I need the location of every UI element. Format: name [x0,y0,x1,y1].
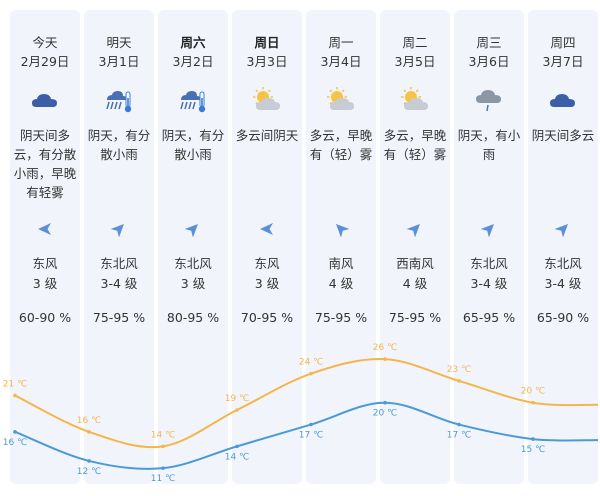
wind-direction: 西南风 [396,256,434,271]
weather-description: 多云间阴天 [235,128,299,143]
day-date: 3月1日 [98,54,140,69]
wind-level: 3-4 级 [470,276,508,291]
light-rain-icon [474,86,504,114]
partly-cloudy-icon [400,86,430,114]
humidity-range: 70-95 % [240,310,294,325]
weather-description: 阴天，有小雨 [457,128,521,162]
day-date: 3月3日 [246,54,288,69]
forecast-day-card: 周三 3月6日阴天，有小雨东北风 3-4 级 65-95 % [454,10,524,484]
day-date: 3月4日 [320,54,362,69]
day-date: 2月29日 [20,54,70,69]
wind-level: 3 级 [254,276,280,291]
wind-direction-arrow-icon [184,221,201,238]
humidity-range: 60-90 % [18,310,72,325]
rain-thermometer-icon [178,86,208,114]
wind-direction: 东北风 [544,256,582,271]
forecast-day-card: 周一 3月4日多云，早晚有（轻）雾南风 4 级 75-95 % [306,10,376,484]
humidity-range: 65-95 % [462,310,516,325]
day-date: 3月2日 [172,54,214,69]
rain-thermometer-icon [104,86,134,114]
weather-description: 阴天，有分散小雨 [87,128,151,162]
forecast-day-card: 周六 3月2日阴天，有分散小雨东北风 3 级 80-95 % [158,10,228,484]
day-date: 3月7日 [542,54,584,69]
wind-level: 3 级 [32,276,58,291]
humidity-range: 75-95 % [92,310,146,325]
day-name: 明天 [106,35,132,50]
wind-level: 4 级 [328,276,354,291]
wind-direction: 东北风 [470,256,508,271]
day-name: 周三 [476,35,502,50]
wind-direction-arrow-icon [333,221,350,238]
cloud-icon [30,86,60,114]
forecast-day-card: 今天 2月29日阴天间多云，有分散小雨，早晚有轻雾东风 3 级 60-90 % [10,10,80,484]
wind-direction: 南风 [328,256,354,271]
wind-direction-arrow-icon [110,221,127,238]
wind-level: 4 级 [402,276,428,291]
weather-description: 多云，早晚有（轻）雾 [383,128,447,162]
wind-direction-arrow-icon [406,221,423,238]
wind-direction: 东北风 [174,256,212,271]
day-name: 周二 [402,35,428,50]
cloud-icon [548,86,578,114]
day-name: 今天 [32,35,58,50]
day-date: 3月5日 [394,54,436,69]
wind-direction-arrow-icon [37,221,53,237]
forecast-day-card: 明天 3月1日阴天，有分散小雨东北风 3-4 级 75-95 % [84,10,154,484]
wind-direction: 东风 [254,256,280,271]
wind-direction-arrow-icon [259,221,275,237]
wind-direction-arrow-icon [554,221,571,238]
day-date: 3月6日 [468,54,510,69]
humidity-range: 75-95 % [314,310,368,325]
wind-direction-arrow-icon [480,221,497,238]
forecast-day-card: 周日 3月3日多云间阴天东风 3 级 70-95 % [232,10,302,484]
wind-direction: 东北风 [100,256,138,271]
humidity-range: 80-95 % [166,310,220,325]
partly-cloudy-icon [326,86,356,114]
weather-description: 多云，早晚有（轻）雾 [309,128,373,162]
wind-level: 3-4 级 [100,276,138,291]
wind-direction: 东风 [32,256,58,271]
wind-level: 3 级 [180,276,206,291]
forecast-day-card: 周二 3月5日多云，早晚有（轻）雾西南风 4 级 75-95 % [380,10,450,484]
day-name: 周一 [328,35,354,50]
humidity-range: 75-95 % [388,310,442,325]
weather-description: 阴天间多云，有分散小雨，早晚有轻雾 [13,128,77,200]
weather-description: 阴天，有分散小雨 [161,128,225,162]
partly-cloudy-icon [252,86,282,114]
day-name: 周日 [254,35,280,50]
weather-description: 阴天间多云 [531,128,595,143]
forecast-day-card: 周四 3月7日阴天间多云东北风 3-4 级 65-90 % [528,10,598,484]
day-name: 周四 [550,35,576,50]
humidity-range: 65-90 % [536,310,590,325]
wind-level: 3-4 级 [544,276,582,291]
day-name: 周六 [180,35,206,50]
